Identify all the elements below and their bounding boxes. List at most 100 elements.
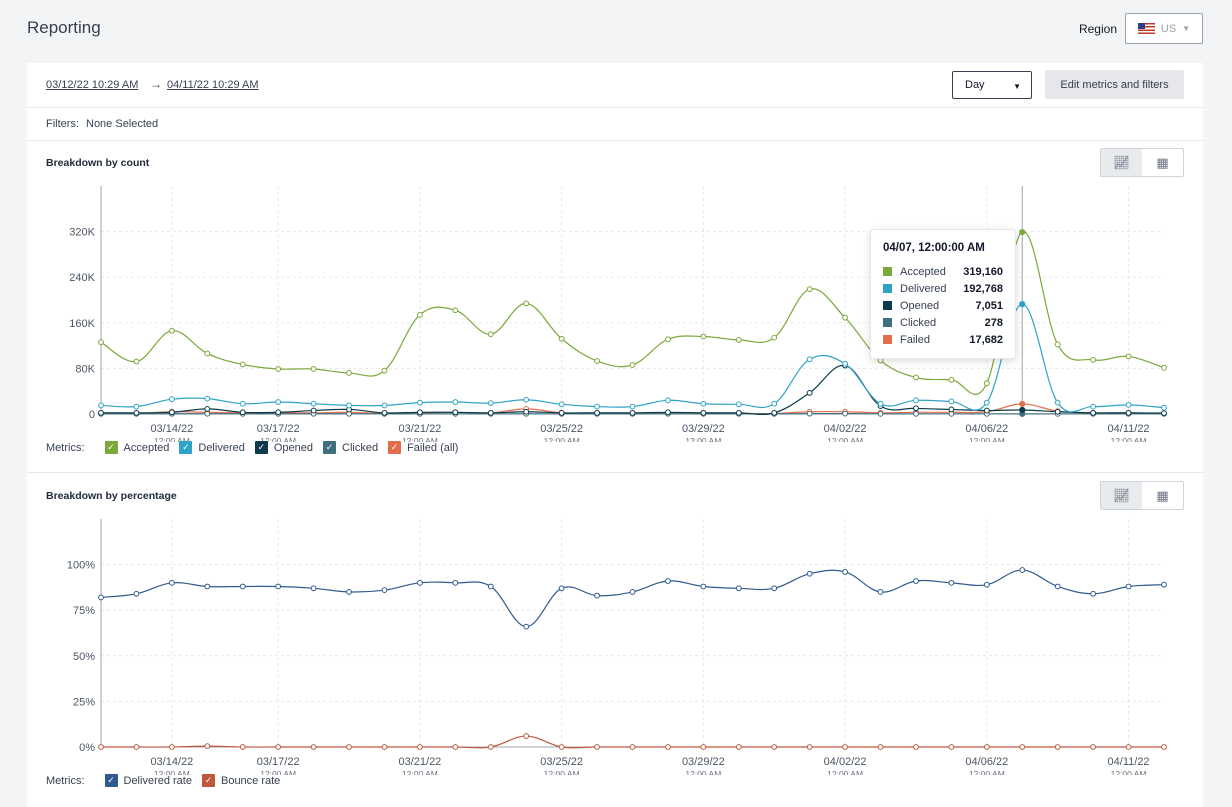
- data-point[interactable]: [806, 286, 813, 293]
- data-point[interactable]: [1125, 409, 1132, 416]
- data-point[interactable]: [275, 366, 282, 372]
- data-point[interactable]: [1125, 744, 1132, 750]
- metric-toggle[interactable]: ✓ Clicked: [323, 441, 378, 454]
- data-point[interactable]: [1161, 744, 1167, 750]
- data-point[interactable]: [665, 336, 671, 343]
- data-point[interactable]: [487, 331, 494, 338]
- data-point[interactable]: [417, 744, 423, 750]
- checkbox-icon[interactable]: ✓: [388, 441, 402, 454]
- data-point[interactable]: [806, 410, 813, 417]
- data-point[interactable]: [346, 744, 352, 750]
- data-point[interactable]: [204, 583, 211, 590]
- data-point[interactable]: [558, 744, 565, 750]
- data-point[interactable]: [381, 744, 388, 750]
- grid-view-icon[interactable]: ▦: [1156, 154, 1169, 170]
- data-point[interactable]: [594, 409, 600, 416]
- data-point[interactable]: [487, 400, 494, 407]
- data-point[interactable]: [523, 623, 530, 630]
- data-point[interactable]: [133, 744, 140, 750]
- data-point[interactable]: [665, 397, 671, 404]
- data-point[interactable]: [310, 585, 317, 592]
- data-point[interactable]: [665, 578, 671, 584]
- data-point[interactable]: [168, 744, 175, 750]
- data-point[interactable]: [913, 374, 919, 381]
- line-chart-view-icon[interactable]: 📈︎: [1101, 482, 1142, 509]
- data-point[interactable]: [629, 362, 636, 368]
- data-point[interactable]: [275, 399, 282, 405]
- data-point[interactable]: [239, 409, 246, 416]
- data-point[interactable]: [983, 581, 990, 588]
- precision-select[interactable]: Day ▼: [952, 71, 1032, 99]
- data-point[interactable]: [1161, 364, 1167, 371]
- date-from-link[interactable]: 03/12/22 10:29 AM: [46, 79, 139, 91]
- data-point[interactable]: [735, 585, 742, 592]
- data-point[interactable]: [523, 300, 530, 307]
- data-point[interactable]: [381, 587, 388, 594]
- data-point[interactable]: [948, 398, 955, 405]
- data-point[interactable]: [594, 403, 600, 410]
- data-point[interactable]: [913, 578, 919, 584]
- metric-toggle[interactable]: ✓ Delivered rate: [104, 774, 192, 787]
- data-point[interactable]: [168, 409, 175, 416]
- data-point[interactable]: [913, 410, 919, 417]
- data-point[interactable]: [629, 403, 636, 410]
- data-point[interactable]: [1054, 341, 1061, 348]
- checkbox-icon[interactable]: ✓: [179, 441, 193, 454]
- data-point[interactable]: [239, 583, 246, 590]
- edit-metrics-button[interactable]: Edit metrics and filters: [1045, 70, 1184, 99]
- data-point[interactable]: [417, 409, 423, 416]
- data-point[interactable]: [700, 583, 707, 590]
- data-point[interactable]: [310, 366, 317, 372]
- data-point[interactable]: [98, 594, 104, 601]
- data-point[interactable]: [452, 409, 459, 416]
- data-point[interactable]: [983, 744, 990, 750]
- metric-toggle[interactable]: ✓ Delivered: [179, 441, 245, 454]
- data-point[interactable]: [452, 744, 459, 750]
- data-point[interactable]: [98, 744, 104, 750]
- data-point[interactable]: [346, 589, 352, 595]
- checkbox-icon[interactable]: ✓: [254, 441, 268, 454]
- data-point[interactable]: [417, 579, 423, 586]
- data-point[interactable]: [204, 350, 211, 357]
- data-point[interactable]: [1090, 409, 1097, 416]
- data-point[interactable]: [700, 333, 707, 340]
- data-point[interactable]: [133, 590, 140, 597]
- data-point[interactable]: [842, 568, 848, 575]
- data-point[interactable]: [1090, 403, 1097, 410]
- data-point[interactable]: [842, 410, 848, 417]
- data-point[interactable]: [842, 314, 848, 321]
- data-point[interactable]: [806, 390, 813, 396]
- data-point[interactable]: [700, 409, 707, 416]
- data-point[interactable]: [1090, 744, 1097, 750]
- data-point[interactable]: [239, 361, 246, 368]
- data-point[interactable]: [735, 744, 742, 750]
- data-point[interactable]: [1125, 353, 1132, 360]
- data-point[interactable]: [983, 407, 990, 414]
- data-point[interactable]: [381, 367, 388, 374]
- data-point[interactable]: [735, 401, 742, 408]
- data-point[interactable]: [133, 358, 140, 365]
- data-point[interactable]: [806, 570, 813, 577]
- data-point[interactable]: [168, 396, 175, 403]
- data-point[interactable]: [310, 744, 317, 750]
- data-point[interactable]: [735, 337, 742, 343]
- checkbox-icon[interactable]: ✓: [104, 441, 118, 454]
- data-point[interactable]: [239, 400, 246, 407]
- data-point[interactable]: [310, 407, 317, 414]
- data-point[interactable]: [381, 409, 388, 416]
- data-point[interactable]: [452, 307, 459, 314]
- data-point[interactable]: [1054, 744, 1061, 750]
- data-point[interactable]: [1125, 583, 1132, 590]
- data-point[interactable]: [629, 409, 636, 416]
- data-point[interactable]: [877, 744, 884, 750]
- data-point[interactable]: [771, 585, 778, 592]
- checkbox-icon[interactable]: ✓: [201, 774, 215, 787]
- data-point[interactable]: [452, 579, 459, 586]
- data-point[interactable]: [948, 376, 955, 383]
- data-point[interactable]: [523, 733, 530, 739]
- data-point[interactable]: [1019, 228, 1026, 236]
- data-point[interactable]: [417, 311, 423, 318]
- data-point[interactable]: [275, 583, 282, 590]
- data-point[interactable]: [842, 744, 848, 750]
- data-point[interactable]: [204, 743, 211, 749]
